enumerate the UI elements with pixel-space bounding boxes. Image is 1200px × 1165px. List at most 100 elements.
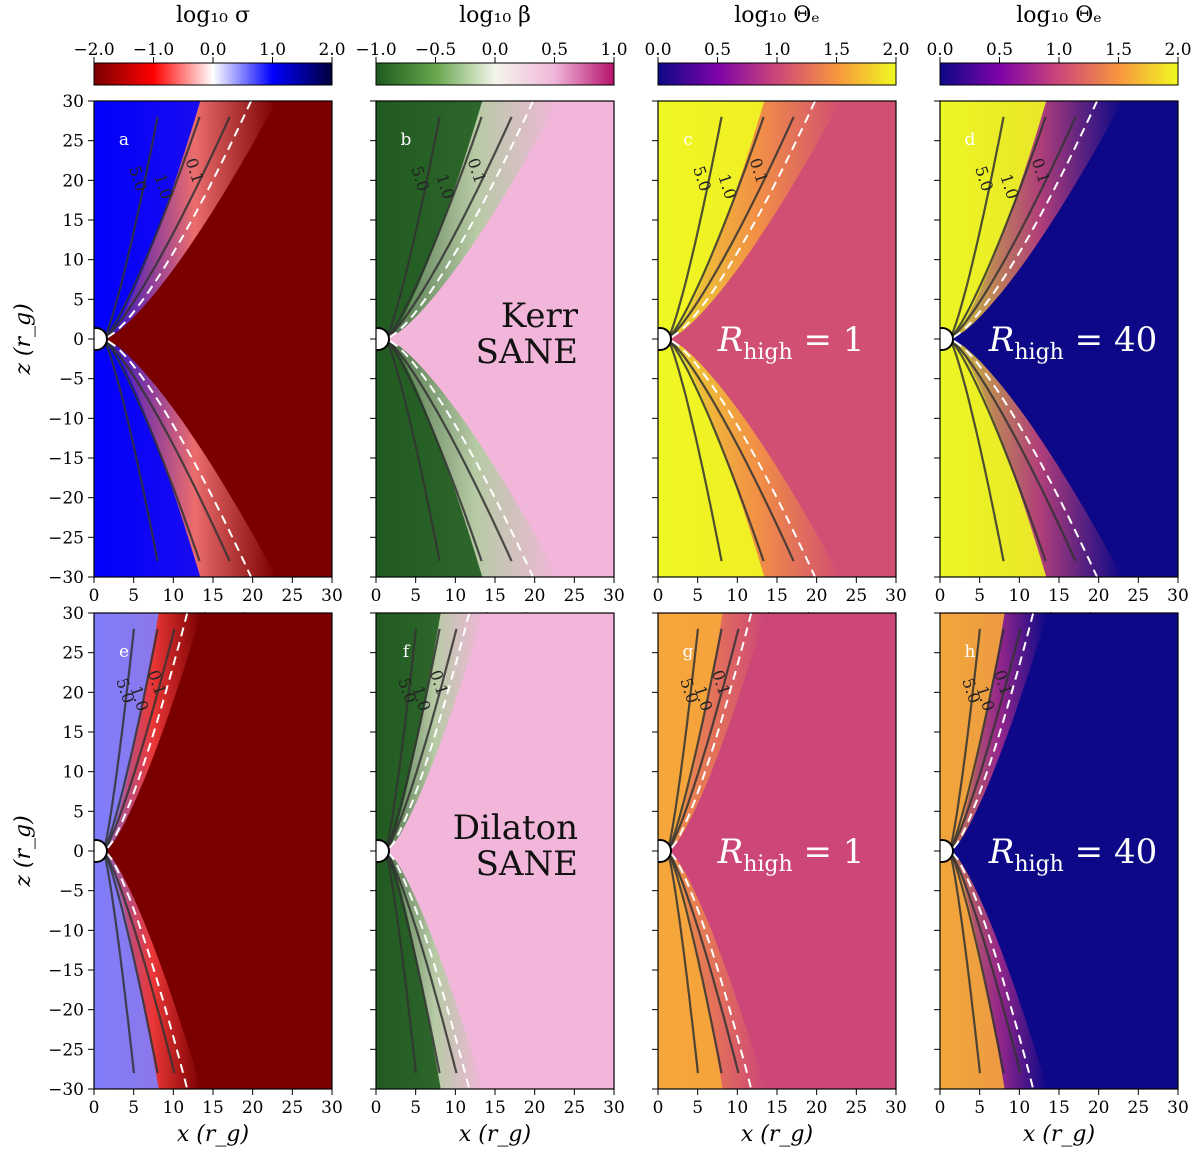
x-tick-label: 25 (564, 1098, 586, 1118)
y-tick-label: −30 (48, 1080, 84, 1100)
x-tick-label: 20 (242, 586, 264, 606)
x-tick-label: 20 (1088, 586, 1110, 606)
x-tick-label: 5 (974, 1098, 985, 1118)
colorbars: log₁₀ σ −2.0 −1.0 0.0 1.0 2.0 log₁₀ β −1.0 −0.5 0… (73, 3, 1192, 86)
horizon-marker (376, 839, 390, 863)
y-tick-label: 25 (62, 132, 84, 152)
y-tick-label: 30 (62, 604, 84, 624)
x-tick-label: 0 (89, 1098, 100, 1118)
x-tick-label: 30 (321, 1098, 343, 1118)
y-tick-label: −10 (48, 921, 84, 941)
x-tick-label: 15 (484, 1098, 506, 1118)
x-tick-label: 25 (282, 586, 304, 606)
x-tick-label: 30 (1167, 1098, 1189, 1118)
x-tick-label: 0 (935, 1098, 946, 1118)
colorbar-tick-label: 0.0 (199, 40, 226, 60)
colorbar-title: log₁₀ σ (176, 3, 250, 28)
jet-region (940, 101, 1047, 577)
model-annotation-line: SANE (476, 844, 578, 884)
y-tick-label: 0 (73, 842, 84, 862)
colorbar-tick-label: 1.5 (1105, 40, 1132, 60)
x-tick-label: 25 (564, 586, 586, 606)
y-tick-label: 0 (73, 330, 84, 350)
horizon-marker (94, 327, 108, 351)
x-tick-label: 5 (974, 586, 985, 606)
x-tick-label: 0 (371, 586, 382, 606)
x-tick-label: 0 (89, 586, 100, 606)
x-tick-label: 15 (1048, 586, 1070, 606)
colorbar-title: log₁₀ Θₑ (734, 3, 820, 28)
y-tick-label: 10 (62, 763, 84, 783)
colorbar-tick-label: −1.0 (355, 40, 396, 60)
colorbar-tick-label: 1.0 (600, 40, 627, 60)
panel-g: 5.01.00.1g0 5 10 15 20 25 30x (r_g)Rhigh = 1 (652, 612, 907, 1147)
x-tick-label: 15 (202, 586, 224, 606)
x-tick-label: 10 (445, 586, 467, 606)
x-axis-label: x (r_g) (1023, 1122, 1095, 1147)
panel-letter: f (403, 642, 411, 662)
colorbar-tick-label: 0.5 (704, 40, 731, 60)
model-annotation-line: SANE (476, 332, 578, 372)
y-tick-label: −15 (48, 449, 84, 469)
y-tick-label: 20 (62, 171, 84, 191)
y-tick-label: −20 (48, 1001, 84, 1021)
x-tick-label: 5 (128, 1098, 139, 1118)
colorbar-tick-label: −2.0 (73, 40, 114, 60)
x-tick-label: 10 (163, 586, 185, 606)
y-tick-label: −15 (48, 961, 84, 981)
y-tick-label: 25 (62, 644, 84, 664)
x-tick-label: 30 (603, 586, 625, 606)
panel-a: 5.01.00.1a051015202530x (r_g)30252015105… (11, 92, 343, 635)
x-tick-label: 5 (692, 586, 703, 606)
x-tick-label: 20 (806, 586, 828, 606)
x-tick-label: 30 (603, 1098, 625, 1118)
x-tick-label: 5 (692, 1098, 703, 1118)
y-tick-label: 30 (62, 92, 84, 112)
rhigh-annotation: Rhigh = 1 (717, 832, 865, 877)
horizon-marker (94, 839, 108, 863)
x-tick-label: 20 (524, 586, 546, 606)
x-tick-label: 10 (445, 1098, 467, 1118)
y-tick-label: −10 (48, 409, 84, 429)
x-tick-label: 0 (371, 1098, 382, 1118)
colorbar-tick-label: 1.0 (1045, 40, 1072, 60)
colorbar-tick-label: 0.5 (986, 40, 1013, 60)
panel-letter: b (401, 130, 412, 150)
colorbar-tick-label: 0.0 (926, 40, 953, 60)
panel-h: 5.01.00.1h0 5 10 15 20 25 30x (r_g)Rhigh = 40 (934, 612, 1189, 1147)
jet-region (658, 101, 765, 577)
jet-region (940, 613, 1005, 1089)
x-tick-label: 5 (410, 586, 421, 606)
y-tick-label: 15 (62, 211, 84, 231)
colorbar-title: log₁₀ Θₑ (1016, 3, 1102, 28)
x-tick-label: 10 (163, 1098, 185, 1118)
x-tick-label: 30 (1167, 586, 1189, 606)
horizon-marker (940, 327, 954, 351)
x-tick-label: 10 (1009, 1098, 1031, 1118)
panel-letter: a (119, 130, 129, 150)
colorbar-title: log₁₀ β (459, 3, 531, 28)
panel-letter: h (965, 642, 976, 662)
colorbar-tick-label: 2.0 (882, 40, 909, 60)
colorbar-1: log₁₀ σ −2.0 −1.0 0.0 1.0 2.0 (73, 3, 346, 86)
horizon-marker (376, 327, 390, 351)
jet-region (94, 613, 159, 1089)
rhigh-annotation: Rhigh = 40 (988, 832, 1157, 877)
colorbar-gradient (375, 62, 615, 86)
panel-e: 5.01.00.1e0 5 10 15 20 25 30x (r_g)30252015105… (11, 604, 343, 1147)
y-tick-label: 5 (73, 802, 84, 822)
jet-region (94, 101, 201, 577)
y-axis-label: z (r_g) (11, 303, 36, 375)
x-tick-label: 15 (766, 1098, 788, 1118)
x-tick-label: 25 (846, 586, 868, 606)
x-tick-label: 0 (935, 586, 946, 606)
x-tick-label: 15 (1048, 1098, 1070, 1118)
panel-letter: e (119, 642, 129, 662)
x-tick-label: 15 (766, 586, 788, 606)
jet-region (376, 613, 441, 1089)
x-tick-label: 25 (1128, 586, 1150, 606)
y-tick-label: 20 (62, 683, 84, 703)
x-tick-label: 30 (885, 586, 907, 606)
y-tick-label: 15 (62, 723, 84, 743)
